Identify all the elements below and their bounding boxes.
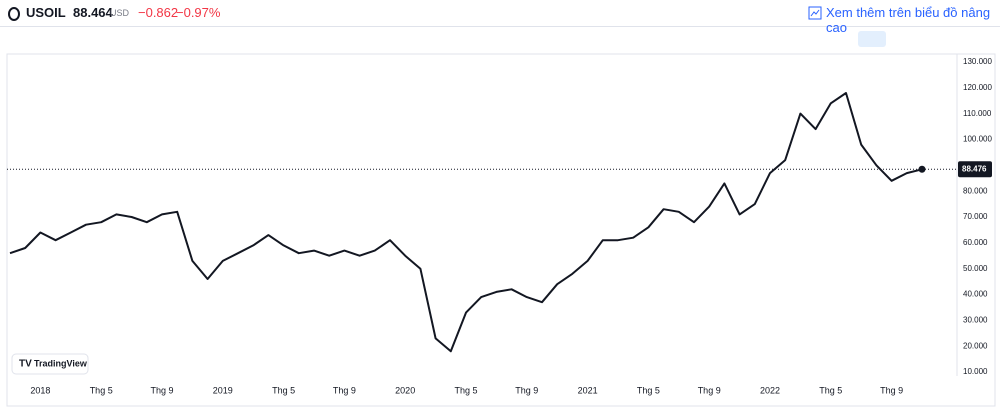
- x-tick-label: Thg 9: [150, 385, 173, 395]
- y-tick-label: 50.000: [963, 264, 988, 273]
- header: USOIL 88.464 USD −0.862 −0.97% Xem thêm …: [0, 0, 1000, 35]
- y-tick-label: 80.000: [963, 186, 988, 195]
- x-tick-label: 2018: [30, 385, 50, 395]
- advanced-link[interactable]: Xem thêm trên biểu đồ nâng cao: [826, 5, 991, 35]
- x-tick-label: Thg 9: [880, 385, 903, 395]
- x-tick-label: Thg 9: [515, 385, 538, 395]
- x-tick-label: Thg 9: [333, 385, 356, 395]
- chart-frame: [6, 53, 996, 407]
- price-tag-label: 88.476: [962, 164, 987, 173]
- y-tick-label: 30.000: [963, 315, 988, 324]
- logo: [8, 7, 20, 21]
- change-pct: −0.97%: [176, 5, 221, 20]
- x-tick-label: 2021: [578, 385, 598, 395]
- y-tick-label: 60.000: [963, 238, 988, 247]
- symbol: USOIL: [26, 5, 66, 20]
- currency: USD: [110, 8, 130, 18]
- price-line: [9, 92, 923, 353]
- x-tick-label: Thg 5: [819, 385, 842, 395]
- y-tick-label: 100.000: [963, 135, 992, 144]
- y-tick-label: 70.000: [963, 212, 988, 221]
- x-tick-label: 2020: [395, 385, 415, 395]
- x-tick-label: Thg 5: [90, 385, 113, 395]
- x-tick-label: 2019: [213, 385, 233, 395]
- x-tick-label: Thg 5: [454, 385, 477, 395]
- price-tag: [958, 161, 992, 178]
- y-tick-label: 10.000: [963, 367, 988, 376]
- chart: TradingView TV 10.000 20.000 30.000 40.000 5…: [6, 31, 996, 407]
- y-tick-label: 40.000: [963, 290, 988, 299]
- x-tick-label: 2022: [760, 385, 780, 395]
- x-tick-label: Thg 5: [272, 385, 295, 395]
- y-tick-label: 130.000: [963, 57, 992, 66]
- chart-icon: [808, 6, 822, 20]
- price: 88.464: [73, 5, 113, 20]
- watermark-logo: TV: [19, 359, 32, 370]
- x-tick-label: Thg 9: [698, 385, 721, 395]
- toolbar-button: [858, 31, 886, 47]
- watermark: TradingView: [34, 358, 88, 368]
- watermark-box: [11, 353, 89, 375]
- y-tick-label: 20.000: [963, 341, 988, 350]
- y-tick-label: 110.000: [963, 109, 992, 118]
- last-point: [918, 165, 926, 173]
- change: −0.862: [138, 5, 179, 20]
- y-tick-label: 120.000: [963, 83, 992, 92]
- x-tick-label: Thg 5: [637, 385, 660, 395]
